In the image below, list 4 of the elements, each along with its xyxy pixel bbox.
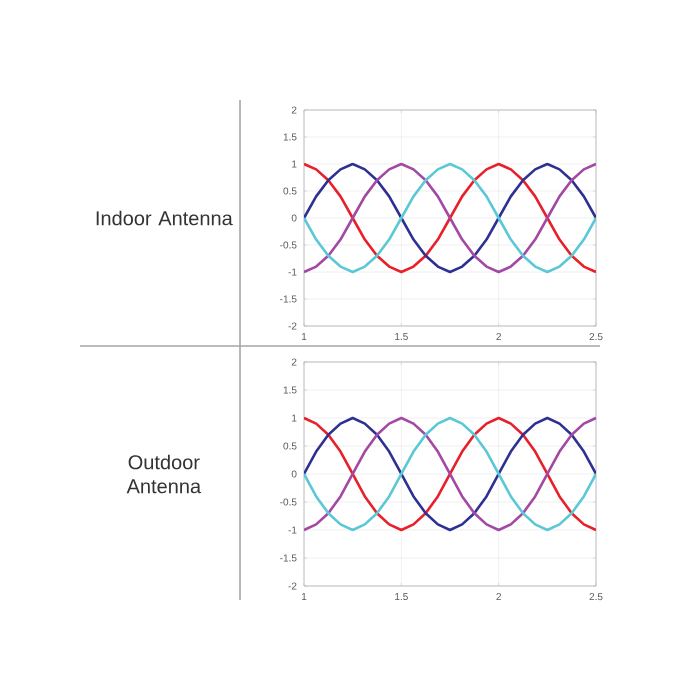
- y-axis-title: Outdoor Antenna: [126, 454, 202, 494]
- y-axis-title: Indoor Antenna: [96, 210, 233, 226]
- line-series: [304, 416, 596, 532]
- line-series: [304, 162, 596, 274]
